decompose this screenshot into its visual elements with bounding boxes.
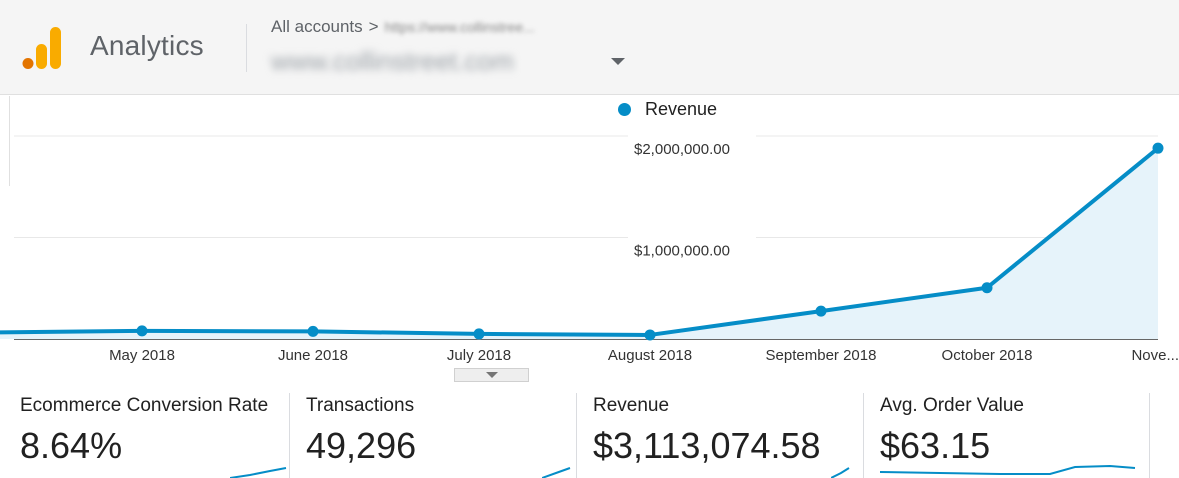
ytick-label: $2,000,000.00	[634, 141, 730, 158]
metric-label: Revenue	[593, 395, 670, 416]
metric-value: $63.15	[880, 425, 991, 466]
metric-card-revenue[interactable]: Revenue $3,113,074.58	[593, 385, 855, 478]
header: Analytics All accounts > https://www.colli…	[0, 0, 1179, 95]
analytics-logo-icon[interactable]	[22, 25, 64, 71]
metric-value: 49,296	[306, 425, 417, 466]
card-divider	[1149, 393, 1150, 478]
metric-card-transactions[interactable]: Transactions 49,296	[306, 385, 571, 478]
metric-card-avg-order-value[interactable]: Avg. Order Value $63.15	[880, 385, 1142, 478]
xtick-label: August 2018	[608, 347, 692, 364]
legend-dot-icon	[618, 103, 631, 116]
revenue-chart: $2,000,000.00 $1,000,000.00 May 2018 June …	[0, 134, 1179, 364]
chart-legend: Revenue	[618, 99, 717, 120]
chart-collapse-handle[interactable]	[454, 368, 529, 382]
breadcrumb[interactable]: All accounts > https://www.collinstree...	[271, 17, 535, 37]
data-point	[815, 305, 827, 317]
sparkline	[831, 467, 850, 478]
card-divider	[863, 393, 864, 478]
metric-label: Ecommerce Conversion Rate	[20, 395, 269, 416]
legend-label: Revenue	[645, 99, 718, 119]
xtick-label: July 2018	[447, 347, 511, 364]
metric-label: Avg. Order Value	[880, 395, 1024, 416]
card-divider	[289, 393, 290, 478]
data-point	[644, 329, 656, 341]
metric-value: 8.64%	[20, 425, 123, 466]
header-divider	[246, 24, 247, 72]
data-point	[136, 325, 148, 337]
xtick-label: June 2018	[278, 347, 348, 364]
breadcrumb-separator: >	[368, 17, 379, 36]
property-selector[interactable]: www.collinstreet.com	[271, 46, 514, 76]
xtick-label: October 2018	[942, 347, 1033, 364]
sparkline	[542, 467, 571, 478]
collapse-arrow-icon	[486, 372, 498, 378]
data-point	[1152, 142, 1164, 154]
left-rail	[0, 96, 10, 186]
data-point	[473, 328, 485, 340]
chevron-down-icon[interactable]	[611, 58, 625, 65]
revenue-area	[0, 148, 1158, 339]
breadcrumb-account[interactable]: https://www.collinstree...	[384, 19, 535, 35]
xtick-label: Nove...	[1131, 347, 1179, 364]
card-divider	[576, 393, 577, 478]
revenue-line	[0, 146, 1160, 337]
metric-value: $3,113,074.58	[593, 425, 821, 466]
ytick-backdrop	[628, 134, 756, 160]
data-point	[307, 325, 319, 337]
sparkline	[880, 464, 1136, 475]
ytick-backdrop	[628, 235, 756, 262]
ytick-label: $1,000,000.00	[634, 243, 730, 260]
xtick-label: September 2018	[766, 347, 877, 364]
data-point	[981, 282, 993, 294]
app-name[interactable]: Analytics	[90, 30, 204, 61]
metric-card-conversion-rate[interactable]: Ecommerce Conversion Rate 8.64%	[20, 385, 287, 478]
breadcrumb-all-accounts[interactable]: All accounts	[271, 17, 363, 36]
xtick-label: May 2018	[109, 347, 175, 364]
metrics-row: Ecommerce Conversion Rate 8.64% Transact…	[0, 385, 1179, 478]
metric-label: Transactions	[306, 395, 415, 416]
sparkline	[230, 467, 287, 478]
